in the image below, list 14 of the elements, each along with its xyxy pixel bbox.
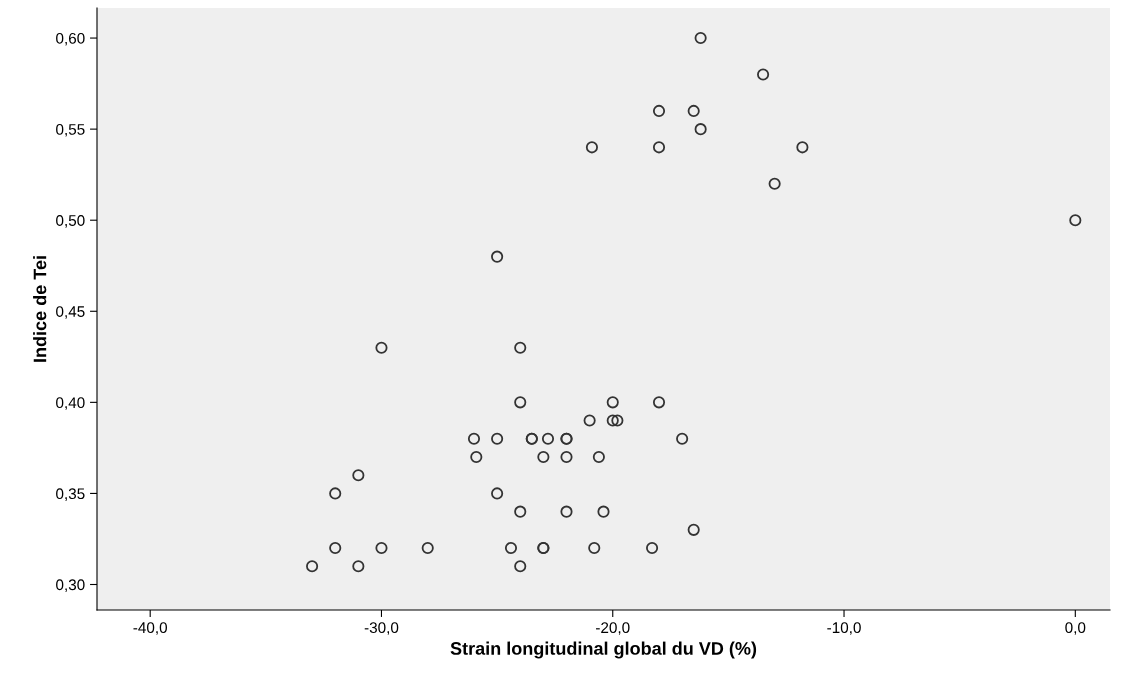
y-axis-title: Indice de Tei xyxy=(33,256,47,362)
x-axis-title: Strain longitudinal global du VD (%) xyxy=(450,641,757,659)
y-tick-label: 0,60 xyxy=(56,32,85,46)
y-tick-label: 0,55 xyxy=(56,124,85,137)
y-tick-label: 0,35 xyxy=(56,488,85,501)
y-tick-label: 0,30 xyxy=(56,579,85,592)
y-tick-label: 0,45 xyxy=(56,306,85,319)
x-tick-label: -20,0 xyxy=(596,622,630,635)
x-tick-label: 0,0 xyxy=(1065,622,1086,635)
x-tick-label: -40,0 xyxy=(133,622,168,635)
y-tick-label: 0,50 xyxy=(56,215,85,228)
x-tick-label: -10,0 xyxy=(827,622,861,635)
x-tick-label: -30,0 xyxy=(364,622,399,635)
y-tick-label: 0,40 xyxy=(56,397,85,410)
